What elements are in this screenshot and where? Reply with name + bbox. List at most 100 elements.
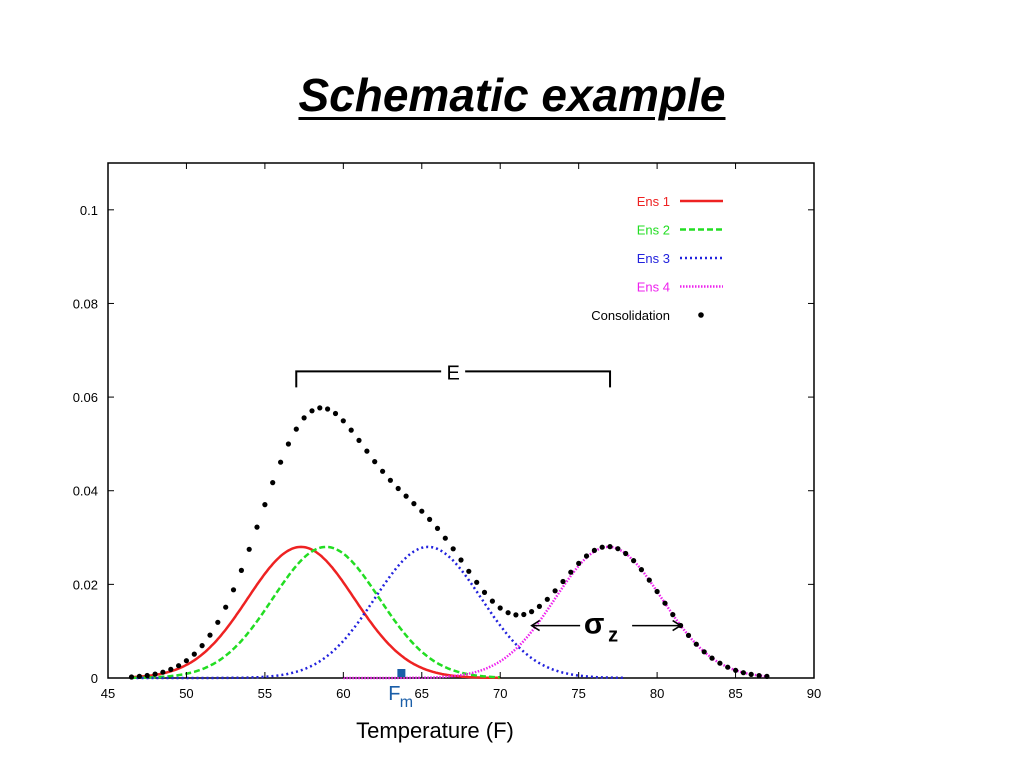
consolidation-point <box>246 546 252 552</box>
consolidation-point <box>450 546 456 552</box>
consolidation-point <box>474 579 480 585</box>
consolidation-point <box>740 670 747 676</box>
consolidation-point <box>183 658 189 664</box>
consolidation-point <box>489 598 495 604</box>
sigma-subscript: z <box>608 625 618 647</box>
consolidation-point <box>152 671 158 677</box>
series-line-ens-2 <box>131 545 501 680</box>
sigma-arrowhead-left <box>530 619 540 632</box>
consolidation-point <box>395 485 401 492</box>
consolidation-point <box>631 558 637 564</box>
consolidation-point <box>529 609 535 615</box>
x-tick-label: 45 <box>101 686 115 701</box>
consolidation-point <box>419 508 425 514</box>
consolidation-point <box>607 544 613 550</box>
x-tick-label: 65 <box>415 686 429 701</box>
consolidation-point <box>215 619 221 625</box>
series-line-ens-4 <box>343 545 767 680</box>
consolidation-point <box>709 655 715 661</box>
y-tick-label: 0.08 <box>73 296 98 311</box>
consolidation-point <box>615 546 621 552</box>
consolidation-point <box>191 651 197 657</box>
consolidation-point <box>623 550 629 557</box>
consolidation-point <box>207 632 213 638</box>
consolidation-point <box>411 501 417 507</box>
x-axis-label: Temperature (F) <box>356 718 514 743</box>
x-tick-label: 55 <box>258 686 272 701</box>
y-tick-label: 0 <box>91 671 98 686</box>
consolidation-point <box>576 560 582 567</box>
consolidation-point <box>340 418 346 424</box>
spread-bracket-right <box>465 370 612 388</box>
consolidation-points <box>128 405 770 680</box>
consolidation-point <box>136 673 142 680</box>
consolidation-point <box>364 448 370 454</box>
consolidation-point <box>380 468 386 474</box>
consolidation-point <box>536 603 543 610</box>
consolidation-point <box>552 588 558 594</box>
legend-label-ens-4: Ens 4 <box>637 280 670 295</box>
consolidation-point <box>764 673 770 680</box>
legend: Ens 1 Ens 2 Ens 3 Ens 4 Consolidation <box>591 194 723 323</box>
consolidation-point <box>434 525 441 532</box>
consolidation-point <box>748 671 754 678</box>
series-lines <box>131 545 767 680</box>
consolidation-point <box>293 426 299 432</box>
consolidation-point <box>481 589 488 596</box>
consolidation-point <box>599 544 605 550</box>
consolidation-point <box>403 493 409 499</box>
consolidation-point <box>560 578 566 585</box>
x-tick-label: 75 <box>571 686 585 701</box>
consolidation-point <box>301 415 307 421</box>
plot-frame <box>107 162 815 679</box>
consolidation-point <box>356 437 362 443</box>
consolidation-point <box>521 611 527 618</box>
consolidation-point <box>372 459 378 465</box>
consolidation-point <box>262 502 268 508</box>
consolidation-point <box>442 535 448 541</box>
consolidation-point <box>238 567 244 574</box>
consolidation-point <box>693 641 699 647</box>
consolidation-point <box>568 569 574 575</box>
consolidation-point <box>756 673 762 679</box>
slide-title: Schematic example <box>298 69 726 121</box>
consolidation-point <box>223 604 229 610</box>
x-tick-label: 80 <box>650 686 664 701</box>
consolidation-point <box>278 459 284 465</box>
consolidation-point <box>254 524 260 530</box>
series-line-ens-1 <box>131 545 501 680</box>
y-tick-label: 0.02 <box>73 577 98 592</box>
consolidation-point <box>176 663 182 669</box>
y-tick-label: 0.04 <box>73 484 98 499</box>
consolidation-point <box>285 441 291 447</box>
spread-bracket-left <box>295 370 442 388</box>
legend-label-consolidation: Consolidation <box>591 308 670 323</box>
consolidation-point <box>199 643 205 649</box>
sigma-label: σ <box>584 608 605 641</box>
consolidation-point <box>646 577 652 583</box>
consolidation-point <box>309 408 315 414</box>
consolidation-point <box>144 672 150 679</box>
x-tick-label: 60 <box>336 686 350 701</box>
consolidation-point <box>638 567 645 573</box>
consolidation-point <box>670 612 676 618</box>
consolidation-point <box>160 669 166 675</box>
consolidation-point <box>317 405 323 411</box>
x-tick-label: 85 <box>728 686 742 701</box>
consolidation-point <box>583 553 590 559</box>
consolidation-point <box>497 605 503 611</box>
y-tick-label: 0.1 <box>80 203 98 218</box>
consolidation-point <box>591 547 598 554</box>
consolidation-point <box>387 477 393 483</box>
legend-label-ens-2: Ens 2 <box>637 223 670 238</box>
x-tick-label: 50 <box>179 686 193 701</box>
consolidation-point <box>654 588 660 595</box>
consolidation-point <box>128 674 135 680</box>
x-tick-label: 90 <box>807 686 821 701</box>
legend-swatch-consolidation <box>698 312 704 318</box>
consolidation-point <box>544 596 550 602</box>
consolidation-point <box>733 667 739 673</box>
legend-label-ens-1: Ens 1 <box>637 194 670 209</box>
axis-ticks: 45 50 55 60 65 70 75 80 85 90 0 0.02 0.04 0.06 0.08 0.1 <box>73 163 821 701</box>
